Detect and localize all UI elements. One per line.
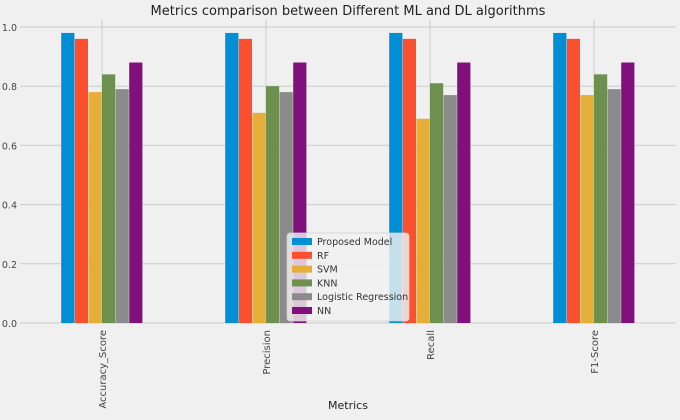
- bar: [430, 83, 444, 324]
- bar: [225, 32, 239, 324]
- bar: [594, 74, 608, 323]
- legend-label: Proposed Model: [317, 237, 392, 248]
- y-tick-label: 0.2: [2, 260, 17, 271]
- bar: [61, 32, 75, 324]
- legend-box: [286, 232, 410, 322]
- y-axis-ticks: 0.0 0.2 0.4 0.6 0.8 1.0: [2, 23, 17, 330]
- legend-swatch: [292, 307, 312, 314]
- y-tick-label: 0.6: [2, 141, 17, 152]
- bar: [252, 112, 266, 323]
- chart-title: Metrics comparison between Different ML …: [151, 4, 546, 19]
- bar: [102, 74, 116, 323]
- legend-swatch: [292, 293, 312, 301]
- y-tick-label: 1.0: [2, 23, 17, 34]
- legend-label: SVM: [317, 265, 338, 276]
- y-tick-label: 0.4: [2, 201, 17, 212]
- legend-label: KNN: [317, 278, 337, 289]
- x-tick-label: F1-Score: [590, 330, 601, 374]
- bar: [443, 95, 457, 323]
- bars: [61, 32, 635, 324]
- legend-label: Logistic Regression: [317, 292, 408, 303]
- legend-swatch: [292, 279, 312, 287]
- x-axis-label: Metrics: [328, 399, 368, 412]
- bar: [416, 118, 430, 323]
- x-axis-ticks: Accuracy_Score Precision Recall F1-Score: [98, 330, 601, 409]
- bar: [115, 89, 129, 323]
- legend: Proposed Model RF SVM KNN Logistic Regressio…: [286, 232, 410, 322]
- bar: [129, 62, 143, 324]
- bar: [553, 32, 567, 324]
- bar: [566, 38, 580, 324]
- legend-swatch: [292, 238, 312, 245]
- bar: [74, 38, 88, 324]
- x-tick-label: Recall: [426, 330, 437, 360]
- legend-swatch: [292, 265, 312, 273]
- bar: [266, 86, 280, 323]
- bar: [457, 62, 471, 324]
- legend-label: NN: [317, 306, 331, 317]
- x-tick-label: Accuracy_Score: [98, 330, 109, 409]
- y-tick-label: 0.8: [2, 82, 17, 93]
- bar: [238, 38, 252, 324]
- y-tick-label: 0.0: [2, 319, 17, 330]
- bar: [580, 95, 594, 323]
- legend-label: RF: [317, 251, 329, 262]
- bar: [88, 92, 102, 324]
- bar: [607, 89, 621, 323]
- x-tick-label: Precision: [262, 330, 273, 375]
- legend-swatch: [292, 251, 312, 259]
- bar: [621, 62, 635, 324]
